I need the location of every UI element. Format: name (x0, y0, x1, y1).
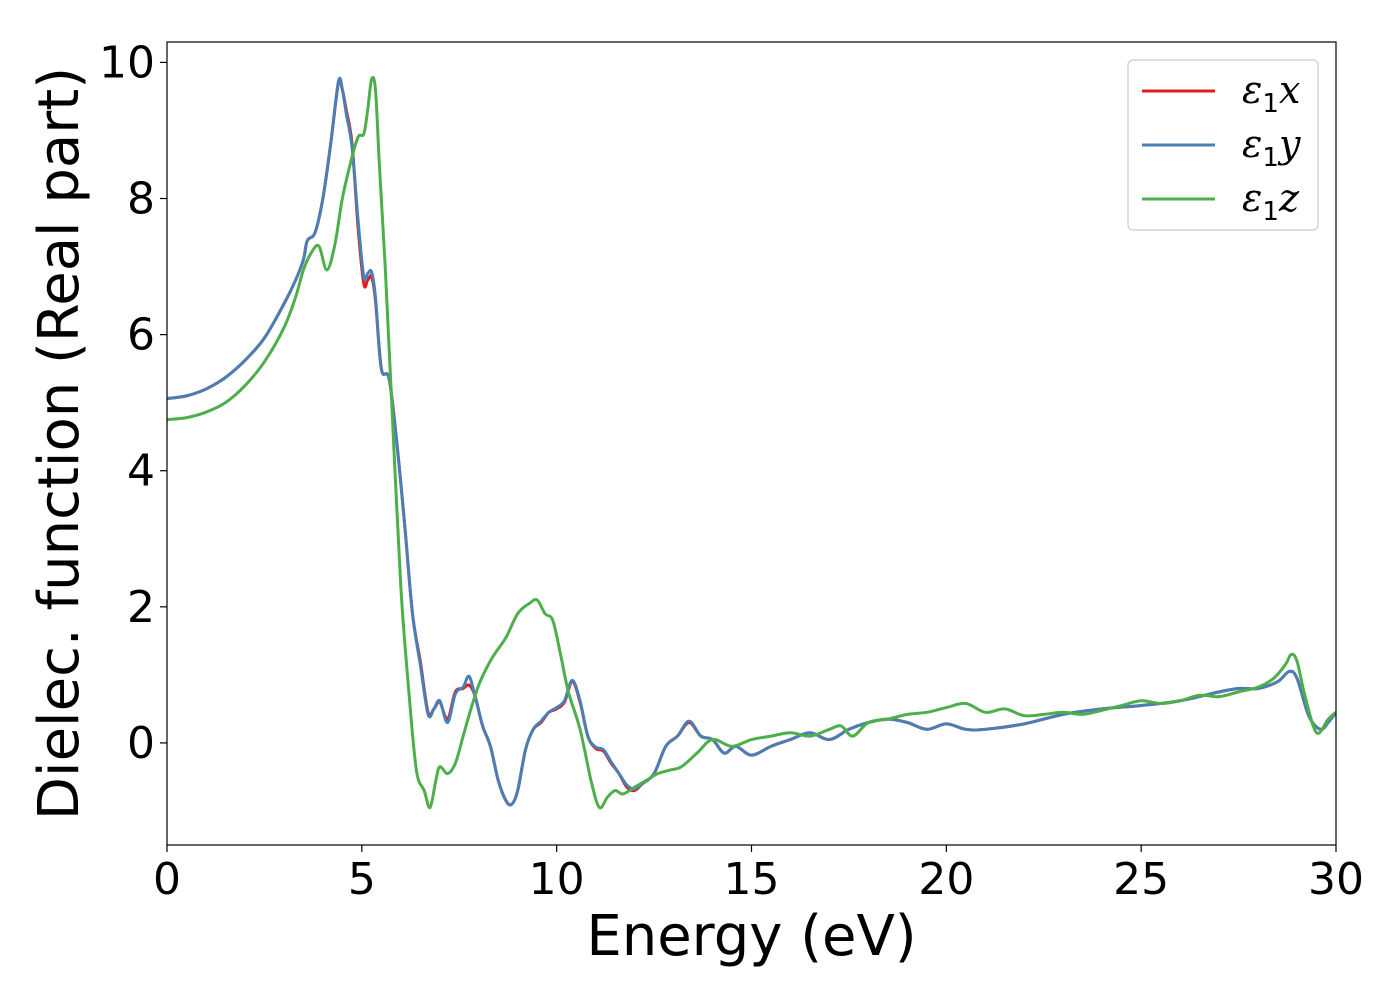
series-line-3 (167, 75, 1336, 810)
y-tick-label: 0 (127, 718, 155, 769)
y-axis-title: Dielec. function (Real part) (27, 67, 92, 820)
x-tick-label: 0 (153, 854, 181, 905)
legend-label-1: ε1x (1242, 68, 1300, 119)
x-tick-label: 15 (724, 854, 780, 905)
x-tick-label: 5 (348, 854, 376, 905)
series-line-2 (167, 76, 1336, 807)
x-axis-ticks: 0 5 10 15 20 25 30 (153, 845, 1364, 905)
legend-label-2: ε1y (1242, 122, 1301, 173)
x-axis-title: Energy (eV) (586, 904, 916, 969)
y-tick-label: 6 (127, 310, 155, 361)
y-tick-label: 4 (127, 446, 155, 497)
y-tick-label: 10 (99, 37, 155, 88)
x-tick-label: 25 (1113, 854, 1169, 905)
x-tick-label: 10 (529, 854, 585, 905)
x-tick-label: 30 (1308, 854, 1364, 905)
y-axis-ticks: 0 2 4 6 8 10 (99, 37, 167, 769)
y-tick-label: 8 (127, 174, 155, 225)
legend-box (1127, 59, 1319, 231)
y-tick-label: 2 (127, 582, 155, 633)
legend-label-3: ε1z (1242, 176, 1300, 227)
x-tick-label: 20 (918, 854, 974, 905)
series-layer (167, 75, 1336, 810)
